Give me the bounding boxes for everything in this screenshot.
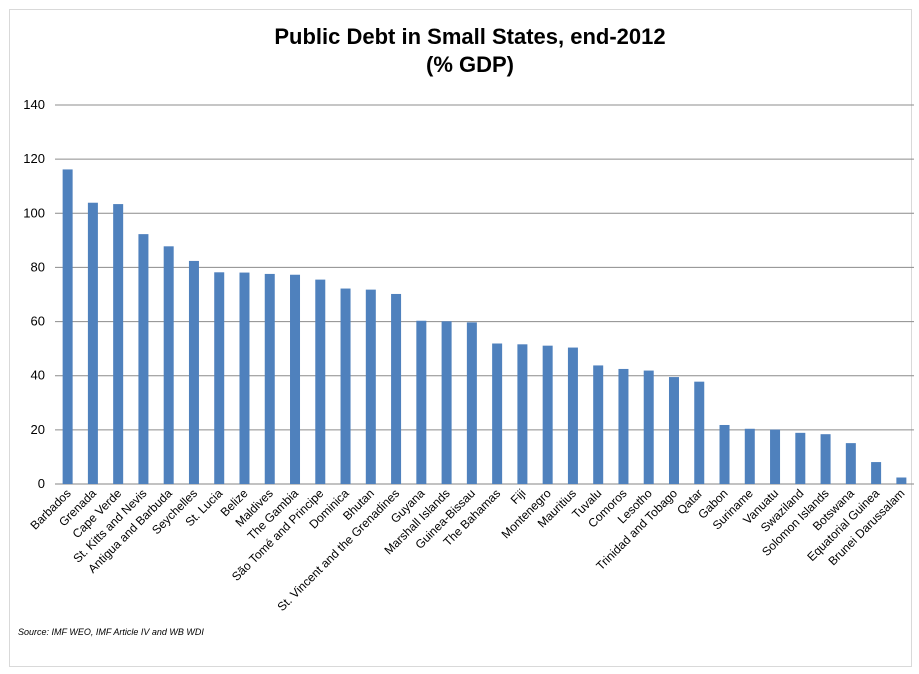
bar	[593, 365, 604, 484]
bar	[466, 322, 477, 484]
bar	[290, 274, 301, 484]
y-tick-label: 100	[23, 205, 45, 220]
chart-subtitle: (% GDP)	[426, 52, 514, 77]
bar	[113, 204, 124, 484]
y-tick-label: 80	[31, 259, 45, 274]
bar	[391, 293, 402, 484]
y-tick-label: 20	[31, 422, 45, 437]
bar	[492, 343, 503, 484]
y-tick-label: 120	[23, 151, 45, 166]
bar	[719, 424, 730, 484]
y-tick-label: 40	[31, 368, 45, 383]
bar	[138, 234, 149, 484]
bar	[87, 202, 98, 485]
bar	[795, 432, 806, 484]
y-axis: 0 20 40 60 80 100 120 140	[23, 97, 45, 491]
bar	[896, 477, 907, 484]
source-note: Source: IMF WEO, IMF Article IV and WB W…	[18, 627, 204, 637]
chart-frame	[9, 9, 912, 667]
y-tick-label: 140	[23, 97, 45, 112]
bar	[239, 272, 250, 484]
bar	[441, 321, 452, 484]
y-tick-label: 0	[38, 476, 45, 491]
bar	[770, 429, 781, 484]
bars	[62, 169, 907, 485]
bar	[340, 288, 351, 484]
bar	[668, 377, 679, 484]
bar	[694, 381, 705, 484]
bar	[618, 368, 629, 484]
gridlines	[55, 104, 914, 485]
bar	[744, 428, 755, 484]
bar	[163, 246, 174, 484]
bar	[188, 260, 199, 484]
bar	[542, 345, 553, 484]
bar	[365, 289, 376, 484]
bar	[567, 347, 578, 484]
bar	[871, 462, 882, 484]
bar	[845, 443, 856, 484]
bar	[315, 279, 326, 484]
bar	[62, 169, 73, 484]
chart-title: Public Debt in Small States, end-2012	[274, 24, 665, 49]
bar	[264, 273, 275, 484]
bar	[643, 370, 654, 484]
bar	[820, 434, 831, 484]
y-tick-label: 60	[31, 314, 45, 329]
bar	[517, 344, 528, 484]
bar	[416, 320, 427, 484]
bar	[214, 272, 225, 484]
